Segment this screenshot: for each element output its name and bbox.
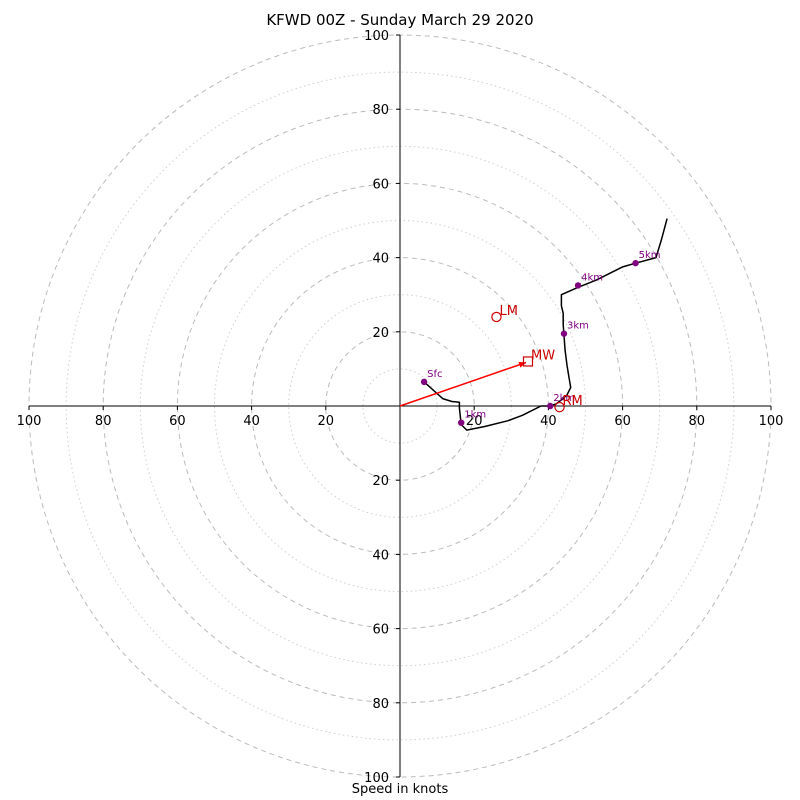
chart-title: KFWD 00Z - Sunday March 29 2020	[266, 11, 534, 29]
height-label: 2km	[553, 393, 575, 404]
tick-labels: 100 80 60 40 20 20 40 60 80 100 100 80 60 40 20 20 40 60 8…	[17, 29, 784, 786]
y-tick-label: 100	[364, 771, 389, 786]
height-marker	[560, 330, 568, 337]
height-label: 4km	[581, 272, 603, 283]
storm-motion-marker	[522, 356, 534, 367]
height-marker	[458, 419, 465, 426]
y-tick-label: 100	[364, 29, 389, 44]
x-tick-label: 20	[318, 414, 335, 429]
x-tick-label: 80	[95, 414, 112, 429]
storm-motion-label: LM	[499, 304, 517, 319]
height-marker	[632, 259, 639, 267]
y-tick-label: 20	[372, 474, 389, 489]
height-label: Sfc	[427, 369, 442, 380]
y-tick-label: 60	[372, 623, 389, 638]
height-marker	[574, 282, 582, 289]
x-tick-label: 20	[466, 414, 483, 429]
y-tick-label: 40	[372, 252, 389, 267]
y-tick-label: 60	[372, 177, 389, 192]
height-label: 1km	[464, 410, 486, 421]
x-tick-label: 60	[169, 414, 186, 429]
y-tick-label: 80	[372, 103, 389, 118]
storm-motion-marker	[554, 401, 565, 413]
hodograph-trace	[423, 218, 668, 431]
y-tick-label: 20	[372, 326, 389, 341]
storm-motion: LM RM MW	[399, 304, 583, 413]
storm-motion-label: RM	[563, 394, 583, 409]
storm-motion-marker	[491, 311, 502, 323]
x-tick-label: 40	[243, 414, 260, 429]
hodograph: Sfc 1km 2km 3km 4km 5km	[420, 218, 668, 431]
x-tick-label: 40	[540, 414, 557, 429]
x-tick-label: 80	[689, 414, 706, 429]
storm-motion-label: MW	[531, 348, 555, 363]
height-marker	[420, 378, 428, 386]
y-tick-label: 80	[372, 697, 389, 712]
x-tick-label: 100	[17, 414, 42, 429]
x-tick-label: 60	[614, 414, 631, 429]
height-label: 3km	[567, 321, 589, 332]
height-label: 5km	[639, 250, 661, 261]
x-axis-label: Speed in knots	[351, 782, 449, 797]
height-marker	[547, 402, 554, 410]
y-tick-label: 40	[372, 548, 389, 563]
mean-wind-vector	[399, 361, 527, 407]
x-tick-label: 100	[759, 414, 784, 429]
